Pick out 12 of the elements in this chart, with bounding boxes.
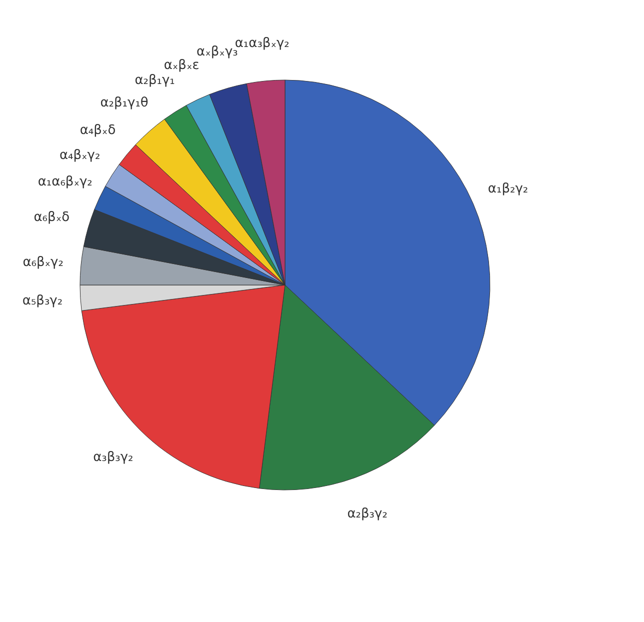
- slice-label: α₃β₃γ₂: [93, 450, 134, 465]
- slice-label: α₄βₓγ₂: [59, 148, 100, 163]
- slice-label: α₄βₓδ: [80, 123, 116, 138]
- slice-label: α₁α₆βₓγ₂: [38, 174, 92, 190]
- slice-label: α₂β₁γ₁θ: [100, 96, 148, 111]
- slice-label: α₁β₂γ₂: [488, 181, 528, 196]
- slice-label: α₆βₓγ₂: [22, 255, 64, 270]
- slice-label: α₆βₓδ: [34, 210, 70, 226]
- slice-label: α₅β₃γ₂: [22, 293, 63, 308]
- slice-label: αₓβₓε: [164, 58, 200, 74]
- slice-label: α₂β₁γ₁: [134, 72, 175, 88]
- slice-label: α₂β₃γ₂: [347, 506, 388, 522]
